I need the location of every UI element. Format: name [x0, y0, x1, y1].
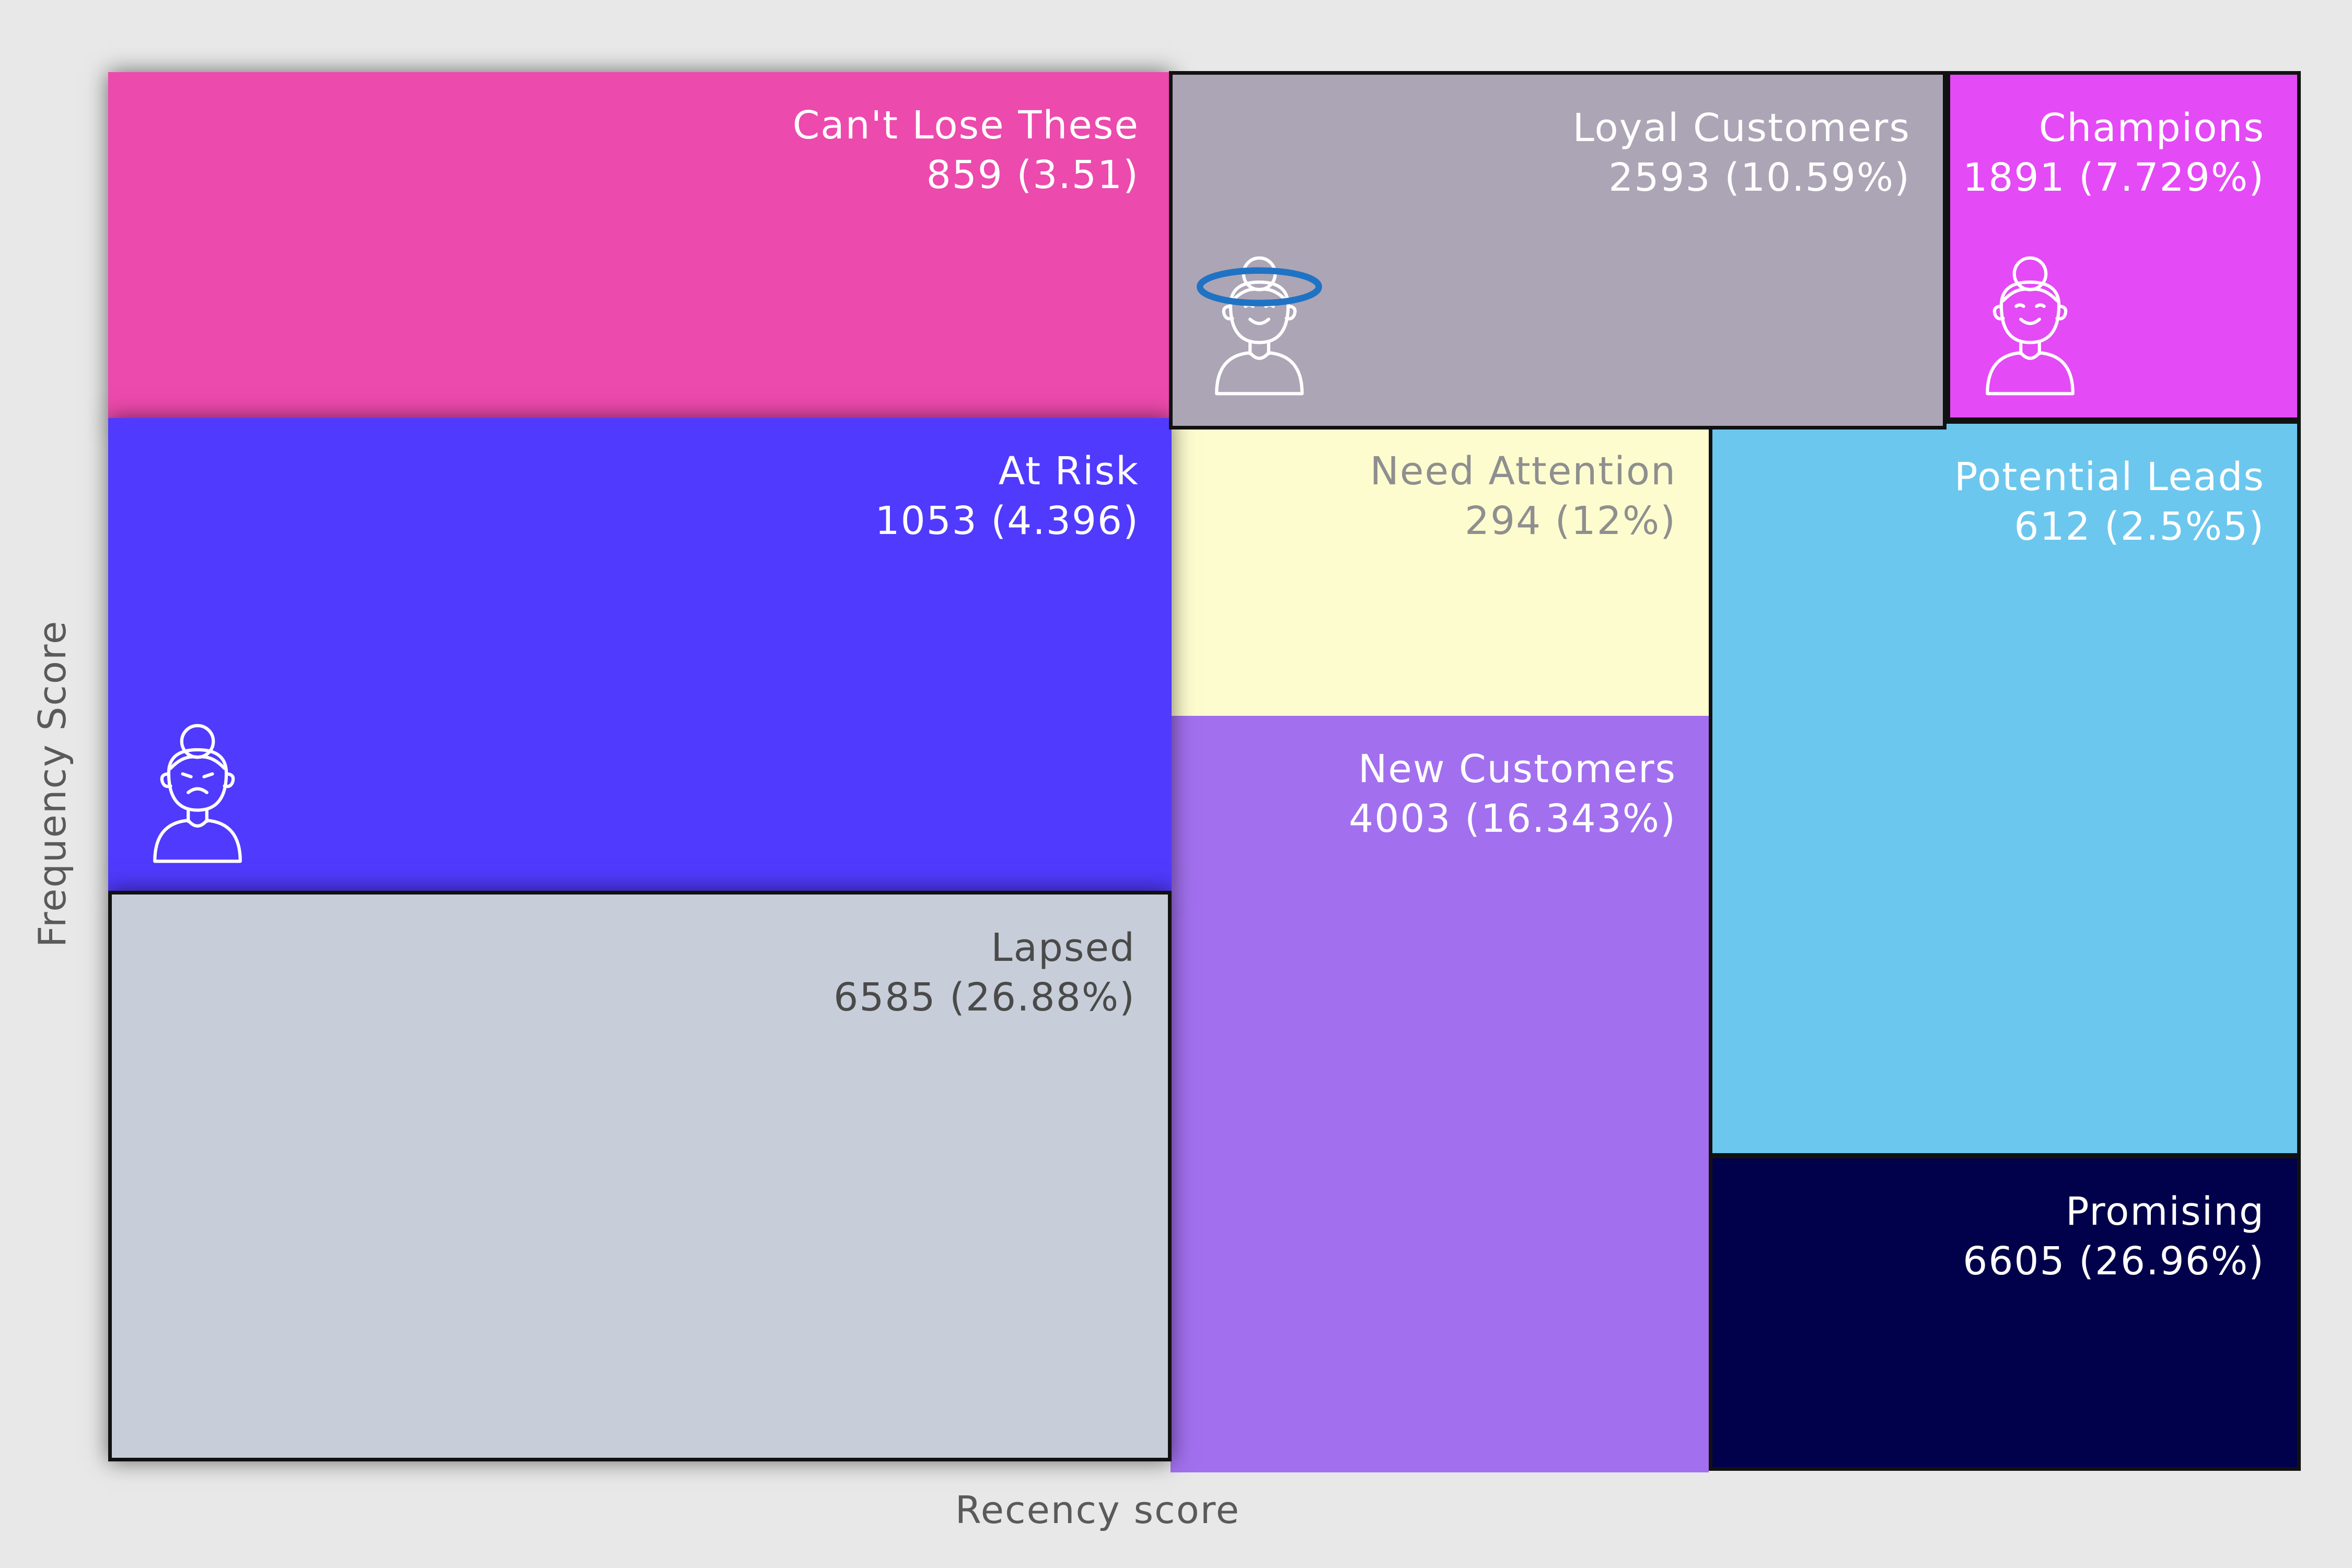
segment-value: 1891 (7.729%)	[1963, 155, 2265, 200]
segment-label: Promising	[2065, 1189, 2265, 1234]
segment-text: New Customers 4003 (16.343%)	[1349, 745, 1676, 844]
segment-label: Lapsed	[991, 925, 1136, 970]
segment-text: Potential Leads 612 (2.5%5)	[1954, 452, 2265, 552]
x-axis-label: Recency score	[955, 1488, 1241, 1532]
segment-value: 294 (12%)	[1465, 498, 1676, 543]
sad-customer-icon	[135, 705, 260, 878]
segment-text: Need Attention 294 (12%)	[1370, 447, 1676, 546]
segment-value: 6605 (26.96%)	[1963, 1239, 2265, 1284]
smiling-customer-halo-icon	[1197, 238, 1322, 410]
segment-value: 612 (2.5%5)	[2014, 504, 2265, 549]
segment-label: Loyal Customers	[1572, 106, 1910, 150]
segment-text: Champions 1891 (7.729%)	[1963, 103, 2265, 203]
segment-lapsed: Lapsed 6585 (26.88%)	[108, 891, 1172, 1461]
segment-champions: Champions 1891 (7.729%)	[1947, 71, 2301, 421]
segment-can-t-lose-these: Can't Lose These 859 (3.51)	[108, 72, 1172, 422]
segment-label: Champions	[2038, 106, 2265, 150]
segment-text: Can't Lose These 859 (3.51)	[793, 101, 1139, 200]
segment-label: At Risk	[998, 449, 1139, 494]
segment-text: Loyal Customers 2593 (10.59%)	[1573, 103, 1910, 203]
segment-at-risk: At Risk 1053 (4.396)	[108, 418, 1172, 891]
segment-text: Lapsed 6585 (26.88%)	[833, 923, 1136, 1023]
segment-value: 2593 (10.59%)	[1608, 155, 1910, 200]
segment-text: At Risk 1053 (4.396)	[875, 447, 1139, 546]
y-axis-label: Frequency Score	[30, 620, 74, 948]
segment-new-customers: New Customers 4003 (16.343%)	[1171, 716, 1709, 1472]
segment-value: 6585 (26.88%)	[833, 975, 1136, 1020]
segment-label: Need Attention	[1370, 449, 1676, 494]
segment-label: Potential Leads	[1954, 455, 2265, 500]
segment-need-attention: Need Attention 294 (12%)	[1171, 418, 1709, 716]
segment-potential-leads: Potential Leads 612 (2.5%5)	[1709, 420, 2301, 1157]
segment-label: Can't Lose These	[792, 103, 1139, 148]
segment-text: Promising 6605 (26.96%)	[1963, 1187, 2265, 1286]
segment-value: 859 (3.51)	[926, 153, 1139, 198]
smiling-customer-icon	[1967, 238, 2093, 410]
segment-label: New Customers	[1358, 747, 1676, 792]
segment-value: 4003 (16.343%)	[1349, 796, 1676, 841]
segment-value: 1053 (4.396)	[875, 498, 1139, 543]
segment-promising: Promising 6605 (26.96%)	[1709, 1155, 2301, 1471]
